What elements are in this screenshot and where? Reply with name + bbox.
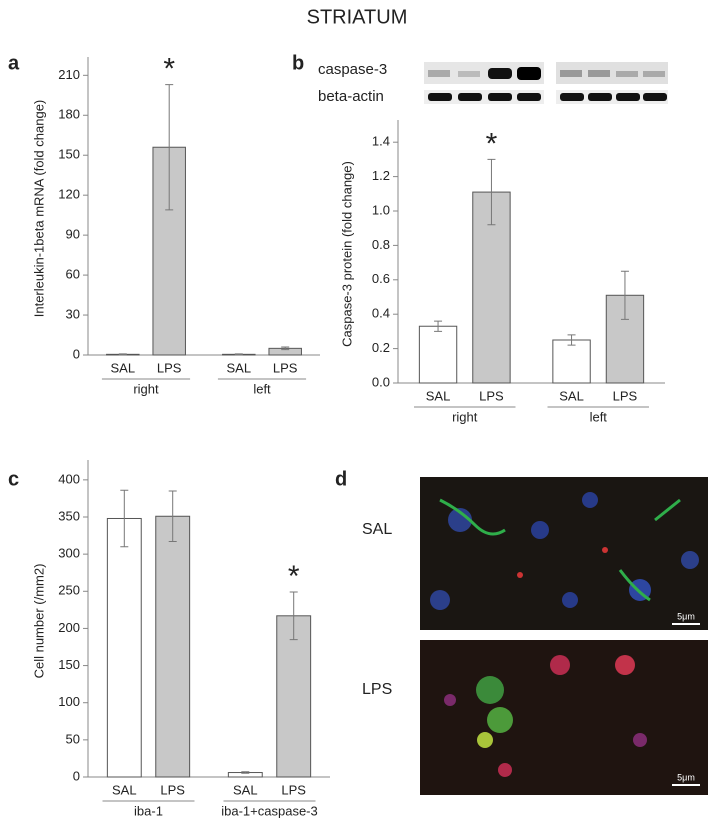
blot — [424, 62, 668, 104]
y-tick-label: 0 — [73, 346, 80, 361]
panel-label: b — [292, 52, 304, 74]
y-tick-label: 0.6 — [372, 271, 390, 286]
scale-label: 5μm — [677, 611, 695, 621]
y-tick-label: 1.4 — [372, 134, 390, 149]
y-tick-label: 60 — [66, 267, 80, 282]
bar — [106, 517, 142, 778]
y-tick-label: 400 — [58, 471, 80, 486]
x-tick-label: SAL — [111, 360, 136, 375]
error-bar — [120, 489, 129, 548]
bar — [155, 515, 191, 778]
y-tick-label: 0.2 — [372, 340, 390, 355]
error-bar — [234, 353, 243, 356]
y-tick-label: 210 — [58, 67, 80, 82]
y-tick-label: 120 — [58, 187, 80, 202]
panel-label: c — [8, 468, 19, 490]
error-bar — [567, 334, 576, 346]
y-tick-label: 1.2 — [372, 168, 390, 183]
blot-label: caspase-3 — [318, 61, 387, 78]
x-tick-label: LPS — [157, 360, 182, 375]
x-tick-label: SAL — [426, 388, 451, 403]
y-tick-label: 50 — [66, 731, 80, 746]
significance-marker: * — [486, 127, 498, 160]
x-tick-label: LPS — [613, 388, 638, 403]
y-tick-label: 250 — [58, 583, 80, 598]
error-bar — [165, 84, 174, 211]
bar — [418, 325, 458, 384]
row-label: SAL — [362, 521, 392, 538]
x-tick-label: SAL — [233, 782, 258, 797]
group-label: left — [253, 381, 271, 396]
significance-marker: * — [288, 560, 300, 593]
error-bar — [289, 591, 298, 641]
error-bar — [487, 158, 496, 226]
row-label: LPS — [362, 681, 392, 698]
y-tick-label: 150 — [58, 657, 80, 672]
error-bar — [241, 771, 250, 774]
x-tick-label: LPS — [273, 360, 298, 375]
error-bar — [620, 270, 629, 320]
bar — [552, 339, 591, 384]
y-tick-label: 300 — [58, 546, 80, 561]
scale-label: 5μm — [677, 772, 695, 782]
error-bar — [434, 320, 443, 332]
y-tick-label: 30 — [66, 306, 80, 321]
x-tick-label: SAL — [112, 782, 137, 797]
y-axis-label: Caspase-3 protein (fold change) — [339, 161, 354, 347]
y-tick-label: 0.0 — [372, 374, 390, 389]
x-tick-label: SAL — [227, 360, 252, 375]
group-label: iba-1+caspase-3 — [221, 803, 317, 818]
x-tick-label: LPS — [281, 782, 306, 797]
y-tick-label: 100 — [58, 694, 80, 709]
y-tick-label: 0.4 — [372, 306, 390, 321]
y-tick-label: 350 — [58, 508, 80, 523]
y-tick-label: 150 — [58, 147, 80, 162]
panel-label: a — [8, 52, 20, 74]
significance-marker: * — [163, 53, 175, 86]
error-bar — [281, 346, 290, 351]
y-tick-label: 1.0 — [372, 202, 390, 217]
y-tick-label: 0 — [73, 768, 80, 783]
group-label: iba-1 — [134, 803, 163, 818]
y-tick-label: 180 — [58, 107, 80, 122]
x-tick-label: LPS — [160, 782, 185, 797]
blot-label: beta-actin — [318, 88, 384, 105]
group-label: right — [452, 409, 478, 424]
micrograph — [420, 477, 708, 795]
error-bar — [118, 353, 127, 356]
y-tick-label: 90 — [66, 227, 80, 242]
y-tick-label: 200 — [58, 620, 80, 635]
y-tick-label: 0.8 — [372, 237, 390, 252]
group-label: left — [590, 409, 608, 424]
group-label: right — [133, 381, 159, 396]
x-tick-label: LPS — [479, 388, 504, 403]
y-axis-label: Interleukin-1beta mRNA (fold change) — [31, 100, 46, 318]
x-tick-label: SAL — [559, 388, 584, 403]
error-bar — [168, 490, 177, 543]
y-axis-label: Cell number (/mm2) — [31, 564, 46, 679]
panel-label: d — [335, 468, 347, 490]
figure-title: STRIATUM — [307, 6, 408, 28]
